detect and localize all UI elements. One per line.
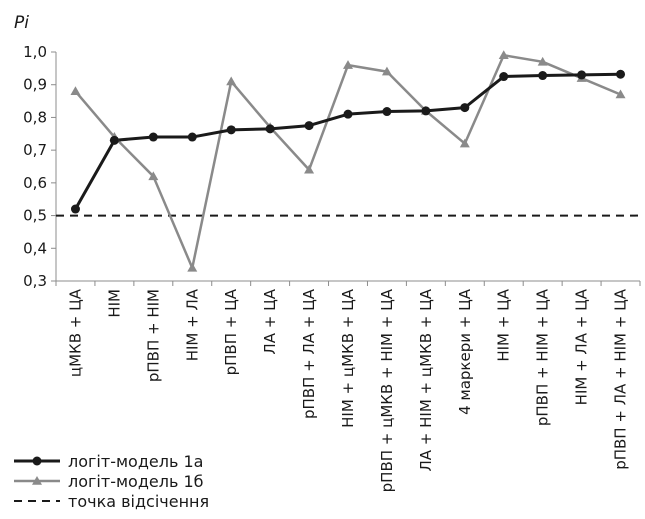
x-tick-label: рПВП + ЛА + НІМ + ЦА [612, 288, 630, 470]
data-point-triangle [343, 60, 353, 69]
data-point-triangle [615, 89, 626, 99]
data-point-triangle [70, 86, 81, 96]
x-tick-label: рПВП + цМКВ + НІМ + ЦА [378, 288, 396, 492]
data-point-circle [32, 456, 42, 466]
x-tick-label: НІМ + ЛА [183, 288, 201, 361]
x-tick-label: рПВП + ЦА [222, 288, 240, 375]
x-tick-label: рПВП + НІМ [144, 289, 162, 382]
series-lines [74, 54, 622, 270]
data-point-circle [499, 72, 509, 82]
data-point-circle [421, 106, 431, 116]
data-point-circle [304, 121, 314, 131]
x-tick-label: ЛА + НІМ + цМКВ + ЦА [417, 288, 435, 471]
data-point-circle [226, 125, 236, 135]
y-tick-label: 0,3 [23, 272, 47, 290]
x-tick-label: НІМ + ЛА + ЦА [573, 288, 591, 405]
data-point-triangle [537, 56, 548, 66]
data-point-circle [148, 132, 158, 142]
data-point-triangle [226, 76, 237, 86]
legend-label: логіт-модель 1а [68, 452, 203, 471]
data-point-circle [616, 69, 626, 79]
x-tick-label: ЛА + ЦА [261, 288, 279, 354]
data-point-triangle [304, 164, 315, 174]
y-tick-label: 1,0 [23, 43, 47, 61]
series-line-model-1a [74, 72, 621, 210]
y-axis-title: Pi [14, 13, 29, 33]
data-point-triangle [498, 50, 509, 60]
data-point-circle [538, 71, 548, 81]
x-tick-label: цМКВ + ЦА [66, 288, 84, 377]
y-tick-label: 0,5 [23, 207, 47, 225]
data-point-triangle [187, 262, 198, 272]
axes [51, 51, 641, 286]
legend-label: логіт-модель 1б [68, 472, 204, 491]
data-point-circle [70, 204, 80, 214]
data-point-triangle [32, 476, 42, 485]
y-tick-label: 0,4 [23, 239, 47, 257]
data-point-circle [460, 103, 470, 113]
data-point-circle [382, 107, 392, 117]
series-markers [70, 50, 626, 272]
x-tick-label: НІМ [105, 289, 123, 318]
series-line-model-1b [74, 54, 622, 270]
x-tick-label: 4 маркери + ЦА [456, 288, 474, 415]
x-tick-label: рПВП + ЛА + ЦА [300, 288, 318, 419]
x-tick-label: НІМ + цМКВ + ЦА [339, 288, 357, 428]
data-point-triangle [459, 138, 470, 148]
data-point-triangle [381, 66, 392, 76]
data-point-circle [577, 70, 587, 80]
data-point-triangle [148, 171, 159, 181]
y-tick-label: 0,8 [23, 108, 47, 126]
data-point-circle [343, 109, 353, 119]
x-tick-label: НІМ + ЦА [495, 288, 513, 361]
x-tick-label: рПВП + НІМ + ЦА [534, 288, 552, 426]
data-point-circle [109, 135, 119, 145]
y-tick-labels: 0,3 0,4 0,5 0,6 0,7 0,8 0,9 1,0 [23, 43, 47, 290]
y-tick-label: 0,6 [23, 174, 47, 192]
data-point-circle [187, 132, 197, 142]
data-point-circle [265, 124, 275, 134]
x-tick-labels: цМКВ + ЦА НІМ рПВП + НІМ НІМ + ЛА рПВП + ЦА Л… [66, 288, 629, 492]
y-tick-label: 0,9 [23, 76, 47, 94]
y-tick-label: 0,7 [23, 141, 47, 159]
legend-label: точка відсічення [68, 492, 209, 511]
